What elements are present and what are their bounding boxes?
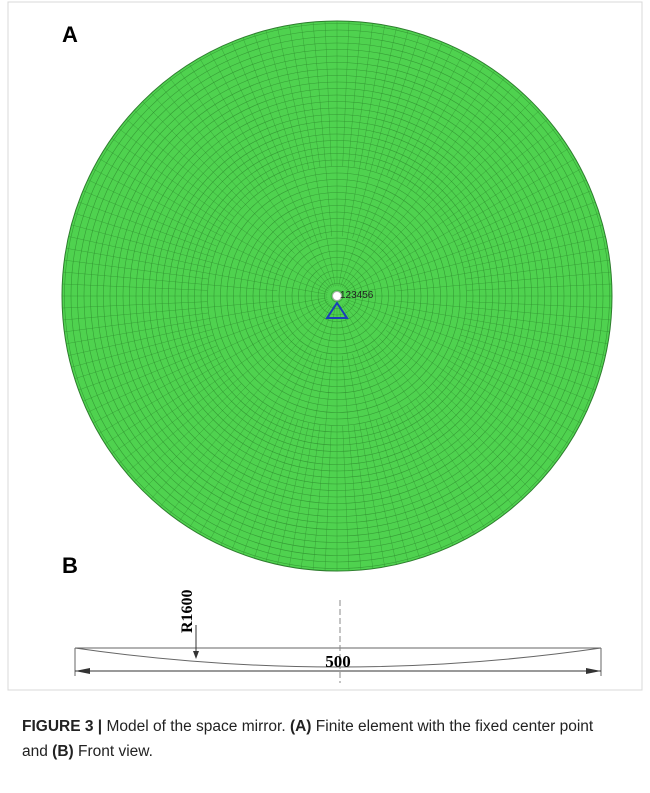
caption-segment: Model of the space mirror. bbox=[102, 718, 290, 735]
page: A 123456 B 500 R1600 FIGURE 3 | Model of… bbox=[0, 0, 650, 793]
panel-label: A bbox=[62, 22, 78, 47]
panel-label: B bbox=[62, 553, 78, 578]
arrow bbox=[193, 651, 199, 659]
arrow bbox=[586, 668, 601, 674]
caption-segment: (A) bbox=[290, 718, 312, 735]
caption-segment: (B) bbox=[52, 743, 74, 760]
arrow bbox=[75, 668, 90, 674]
caption: FIGURE 3 | Model of the space mirror. (A… bbox=[22, 714, 622, 764]
radius-label: R1600 bbox=[179, 589, 196, 633]
node-label: 123456 bbox=[340, 290, 374, 301]
width-label: 500 bbox=[325, 652, 351, 671]
caption-segment: FIGURE 3 | bbox=[22, 718, 102, 735]
figure: A 123456 B 500 R1600 bbox=[0, 0, 650, 700]
caption-segment: Front view. bbox=[74, 743, 153, 760]
